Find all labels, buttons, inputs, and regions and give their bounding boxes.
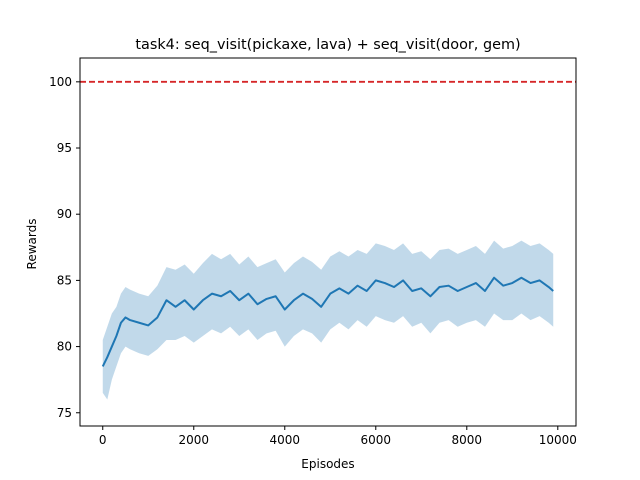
series-0-line — [101, 276, 554, 367]
y-tick-label: 90 — [57, 207, 72, 221]
series-0-band — [102, 240, 554, 400]
y-tick-label: 75 — [57, 406, 72, 420]
x-tick-label: 0 — [99, 433, 107, 447]
y-tick-label: 85 — [57, 273, 72, 287]
axis-ticks: 0 2000 4000 6000 8000 10000 75 80 85 90 95 100 — [49, 75, 577, 447]
y-tick-label: 100 — [49, 75, 72, 89]
x-tick-label: 6000 — [361, 433, 392, 447]
x-tick-label: 8000 — [452, 433, 483, 447]
plot-area — [80, 80, 576, 400]
x-tick-label: 4000 — [269, 433, 300, 447]
chart-title: task4: seq_visit(pickaxe, lava) + seq_vi… — [135, 37, 520, 53]
x-tick-label: 10000 — [539, 433, 577, 447]
axes-frame — [79, 57, 577, 427]
x-axis-label: Episodes — [301, 457, 354, 471]
y-tick-label: 80 — [57, 340, 72, 354]
y-tick-label: 95 — [57, 141, 72, 155]
y-axis-label: Rewards — [25, 219, 39, 270]
x-tick-label: 2000 — [178, 433, 209, 447]
